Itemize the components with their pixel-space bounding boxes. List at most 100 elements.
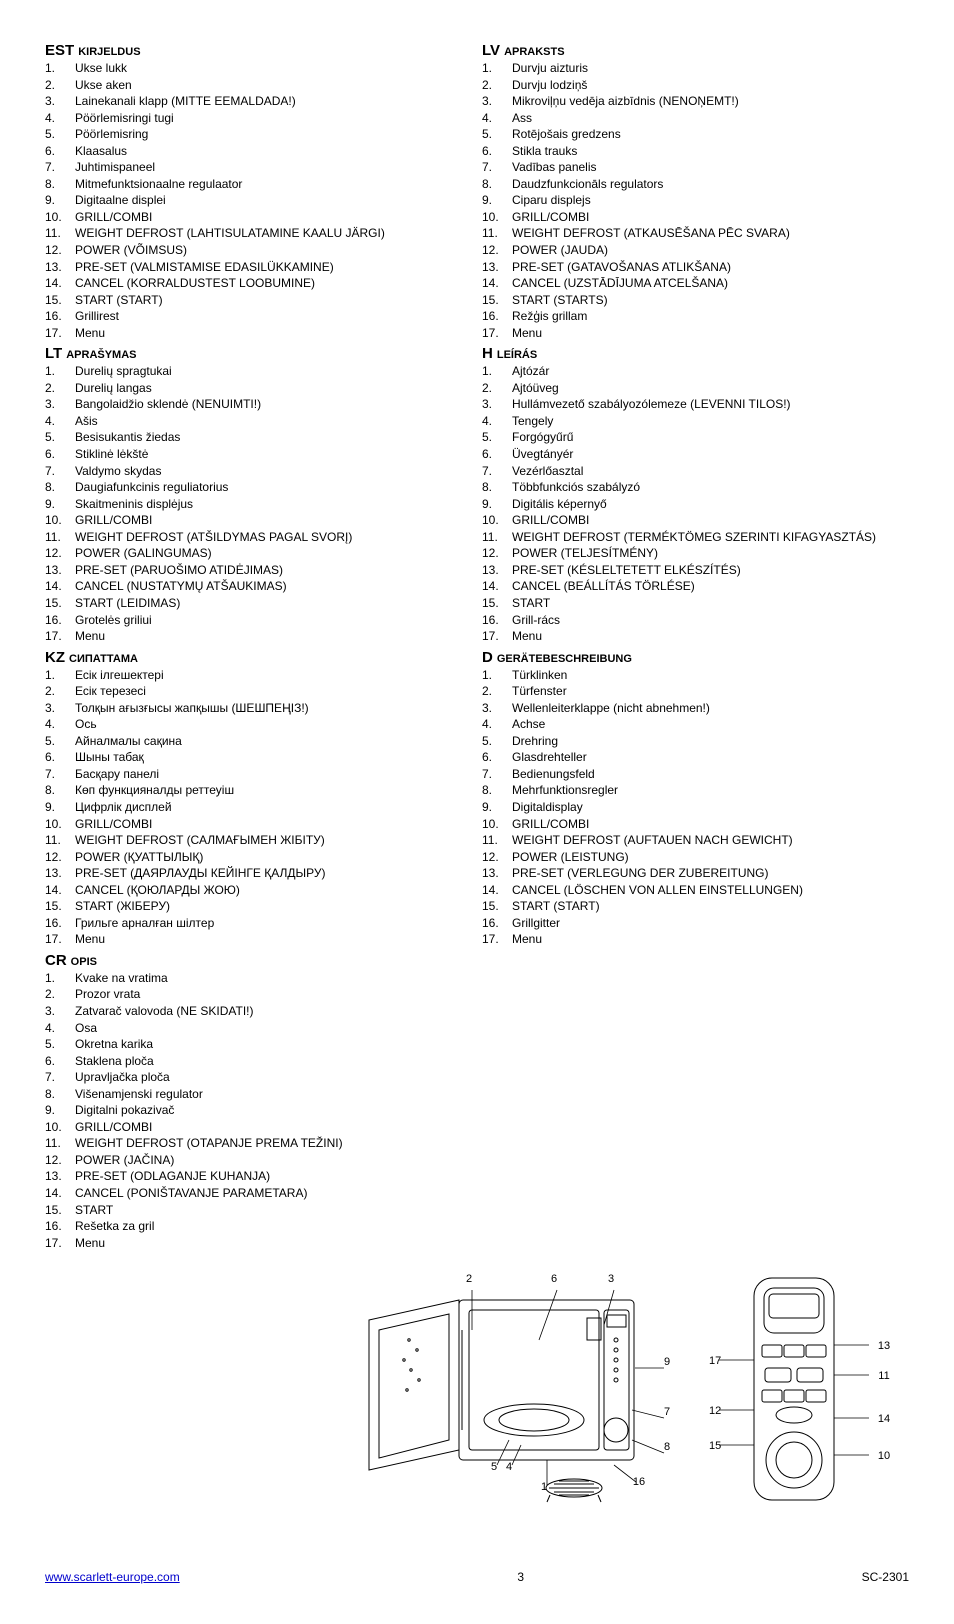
- language-header: CROPIS: [45, 952, 472, 969]
- item-number: 5.: [45, 429, 75, 446]
- list-item: 14.CANCEL (UZSTĀDĪJUMA ATCELŠANA): [482, 275, 909, 292]
- item-text: WEIGHT DEFROST (TERMÉKTÖMEG SZERINTI KIF…: [512, 529, 909, 546]
- item-text: CANCEL (LÖSCHEN VON ALLEN EINSTELLUNGEN): [512, 882, 909, 899]
- item-text: Grotelės griliui: [75, 612, 472, 629]
- item-number: 12.: [45, 849, 75, 866]
- item-number: 13.: [482, 259, 512, 276]
- list-item: 8.Daudzfunkcionāls regulators: [482, 176, 909, 193]
- list-item: 1.Есік ілгешектері: [45, 667, 472, 684]
- item-text: Mitmefunktsionaalne regulaator: [75, 176, 472, 193]
- language-code: H: [482, 345, 493, 362]
- item-text: START: [512, 595, 909, 612]
- svg-text:7: 7: [664, 1406, 670, 1418]
- item-number: 1.: [482, 60, 512, 77]
- item-number: 7.: [45, 159, 75, 176]
- list-item: 2.Есік терезесі: [45, 683, 472, 700]
- list-item: 4.Pöörlemisringi tugi: [45, 110, 472, 127]
- item-number: 12.: [45, 242, 75, 259]
- language-title: OPIS: [71, 956, 97, 968]
- item-number: 3.: [45, 93, 75, 110]
- list-item: 8.Višenamjenski regulator: [45, 1086, 472, 1103]
- item-number: 11.: [482, 832, 512, 849]
- item-number: 9.: [45, 192, 75, 209]
- item-number: 14.: [45, 1185, 75, 1202]
- list-item: 10.GRILL/COMBI: [45, 816, 472, 833]
- list-item: 16.Grill-rács: [482, 612, 909, 629]
- item-number: 14.: [482, 882, 512, 899]
- list-item: 15.START: [482, 595, 909, 612]
- item-number: 14.: [482, 275, 512, 292]
- item-text: Ajtóüveg: [512, 380, 909, 397]
- item-number: 15.: [482, 292, 512, 309]
- item-number: 5.: [482, 126, 512, 143]
- item-text: Višenamjenski regulator: [75, 1086, 472, 1103]
- item-number: 8.: [45, 479, 75, 496]
- language-section: CROPIS1.Kvake na vratima2.Prozor vrata3.…: [45, 952, 472, 1251]
- item-text: WEIGHT DEFROST (AUFTAUEN NACH GEWICHT): [512, 832, 909, 849]
- item-text: Ciparu displejs: [512, 192, 909, 209]
- item-text: PRE-SET (ODLAGANJE KUHANJA): [75, 1168, 472, 1185]
- list-item: 14.CANCEL (ҚОЮЛАРДЫ ЖОЮ): [45, 882, 472, 899]
- list-item: 5.Айналмалы сақина: [45, 733, 472, 750]
- list-item: 2.Durvju lodziņš: [482, 77, 909, 94]
- list-item: 15.START (LEIDIMAS): [45, 595, 472, 612]
- language-header: LTAPRAŠYMAS: [45, 345, 472, 362]
- list-item: 1.Türklinken: [482, 667, 909, 684]
- item-text: Daugiafunkcinis reguliatorius: [75, 479, 472, 496]
- item-text: PRE-SET (PARUOŠIMO ATIDĖJIMAS): [75, 562, 472, 579]
- language-header: HLEÍRÁS: [482, 345, 909, 362]
- item-number: 1.: [45, 970, 75, 987]
- item-text: Hullámvezető szabályozólemeze (LEVENNI T…: [512, 396, 909, 413]
- item-text: Толқын ағызғысы жапқышы (ШЕШПЕҢІЗ!): [75, 700, 472, 717]
- page-footer: www.scarlett-europe.com 3 SC-2301: [45, 1570, 909, 1584]
- item-text: WEIGHT DEFROST (ATŠILDYMAS PAGAL SVORĮ): [75, 529, 472, 546]
- language-title: APRAŠYMAS: [66, 349, 136, 361]
- language-header: LVAPRAKSTS: [482, 42, 909, 59]
- item-number: 15.: [45, 898, 75, 915]
- item-number: 5.: [482, 429, 512, 446]
- list-item: 15.START: [45, 1202, 472, 1219]
- list-item: 17.Menu: [45, 325, 472, 342]
- column: ESTKIRJELDUS1.Ukse lukk2.Ukse aken3.Lain…: [45, 40, 472, 1255]
- list-item: 6.Üvegtányér: [482, 446, 909, 463]
- item-text: Rešetka za gril: [75, 1218, 472, 1235]
- svg-text:12: 12: [709, 1405, 721, 1417]
- item-text: Menu: [512, 325, 909, 342]
- item-number: 11.: [482, 225, 512, 242]
- footer-url[interactable]: www.scarlett-europe.com: [45, 1570, 180, 1584]
- item-text: Vezérlőasztal: [512, 463, 909, 480]
- item-text: Grillgitter: [512, 915, 909, 932]
- item-number: 16.: [482, 915, 512, 932]
- item-text: Menu: [512, 931, 909, 948]
- item-text: Mikroviļņu vedēja aizbīdnis (NENOŅEMT!): [512, 93, 909, 110]
- item-text: Menu: [512, 628, 909, 645]
- list-item: 4.Ašis: [45, 413, 472, 430]
- language-header: DGERÄTEBESCHREIBUNG: [482, 649, 909, 666]
- list-item: 1.Durelių spragtukai: [45, 363, 472, 380]
- item-text: Mehrfunktionsregler: [512, 782, 909, 799]
- language-code: KZ: [45, 649, 65, 666]
- item-text: GRILL/COMBI: [75, 1119, 472, 1136]
- list-item: 4.Osa: [45, 1020, 472, 1037]
- list-item: 4.Ось: [45, 716, 472, 733]
- item-text: GRILL/COMBI: [512, 512, 909, 529]
- item-number: 4.: [45, 716, 75, 733]
- list-item: 3.Wellenleiterklappe (nicht abnehmen!): [482, 700, 909, 717]
- item-text: Ašis: [75, 413, 472, 430]
- item-number: 5.: [482, 733, 512, 750]
- item-text: Ukse aken: [75, 77, 472, 94]
- item-number: 8.: [45, 782, 75, 799]
- item-text: CANCEL (BEÁLLÍTÁS TÖRLÉSE): [512, 578, 909, 595]
- language-section: ESTKIRJELDUS1.Ukse lukk2.Ukse aken3.Lain…: [45, 42, 472, 341]
- list-item: 11.WEIGHT DEFROST (ATŠILDYMAS PAGAL SVOR…: [45, 529, 472, 546]
- svg-text:11: 11: [878, 1370, 889, 1382]
- language-section: KZСИПАТТАМА1.Есік ілгешектері2.Есік тере…: [45, 649, 472, 948]
- list-item: 12.POWER (GALINGUMAS): [45, 545, 472, 562]
- item-text: Glasdrehteller: [512, 749, 909, 766]
- list-item: 5.Forgógyűrű: [482, 429, 909, 446]
- item-number: 6.: [482, 749, 512, 766]
- item-text: WEIGHT DEFROST (LAHTISULATAMINE KAALU JÄ…: [75, 225, 472, 242]
- item-number: 7.: [45, 766, 75, 783]
- list-item: 4.Ass: [482, 110, 909, 127]
- item-number: 5.: [45, 1036, 75, 1053]
